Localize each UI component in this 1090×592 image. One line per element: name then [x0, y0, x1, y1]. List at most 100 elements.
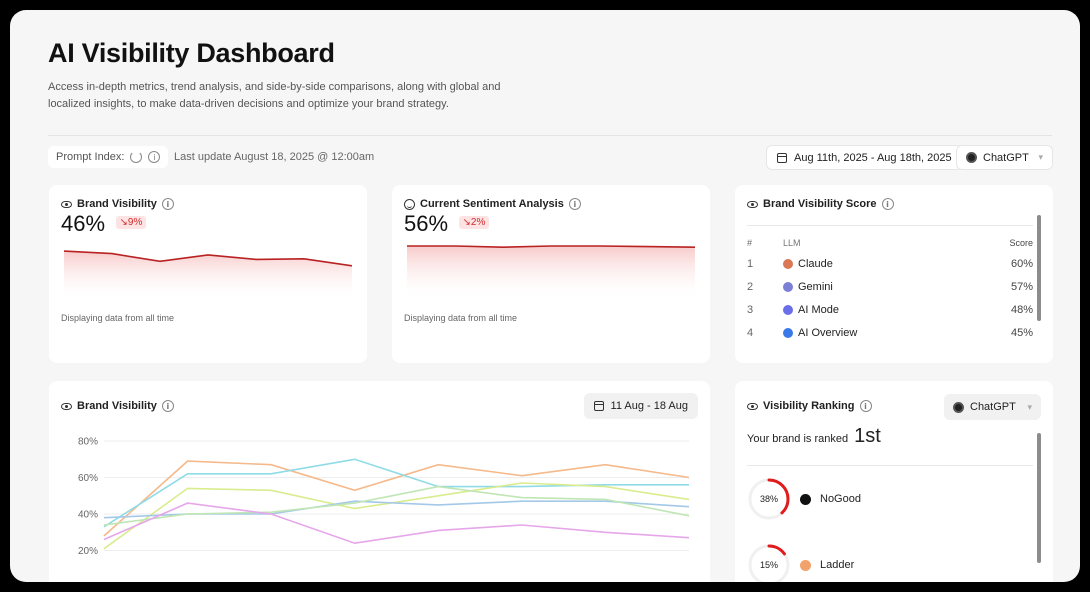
ai-mode-logo-icon	[783, 304, 793, 315]
table-row[interactable]: 1 Claude 60%	[747, 252, 1033, 275]
col-score: Score	[1009, 238, 1033, 248]
row-score: 45%	[1010, 326, 1033, 339]
chart-range-button[interactable]: 11 Aug - 18 Aug	[583, 393, 698, 419]
ranking-item[interactable]: 15% Ladder	[747, 543, 854, 582]
col-llm: LLM	[783, 238, 801, 248]
dashboard-window: AI Visibility Dashboard Access in-depth …	[10, 10, 1080, 582]
date-range-label: Aug 11th, 2025 - Aug 18th, 2025	[794, 151, 952, 164]
header-divider	[48, 135, 1052, 136]
card-title: Brand Visibility	[77, 400, 157, 412]
y-tick-label: 60%	[78, 473, 98, 484]
series-line	[103, 502, 690, 545]
row-rank: 1	[747, 257, 754, 270]
visibility-score-card: Brand Visibility Score i # LLM Score 1 C…	[735, 185, 1053, 363]
row-llm: Gemini	[798, 280, 833, 293]
row-score: 48%	[1010, 303, 1033, 316]
smile-icon	[404, 198, 415, 210]
calendar-icon	[593, 401, 604, 411]
page-subtitle: Access in-depth metrics, trend analysis,…	[48, 81, 501, 110]
percent-ring-label: 15%	[759, 560, 778, 570]
chevron-down-icon: ▾	[1038, 152, 1043, 162]
table-row[interactable]: 3 AI Mode 48%	[747, 298, 1033, 321]
ranking-model-select[interactable]: ChatGPT ▾	[944, 394, 1041, 420]
score-table: # LLM Score 1 Claude 60% 2 Gemini 57% 3 …	[747, 225, 1033, 344]
col-rank: #	[747, 238, 753, 248]
series-line	[103, 485, 690, 526]
info-icon[interactable]: i	[568, 198, 581, 210]
ranking-item-name: Ladder	[820, 559, 855, 571]
card-title: Current Sentiment Analysis	[420, 198, 564, 210]
y-tick-label: 40%	[78, 510, 98, 521]
model-select[interactable]: ChatGPT ▾	[956, 145, 1053, 170]
eye-icon	[747, 200, 758, 208]
card-title: Brand Visibility	[77, 198, 157, 210]
ranked-label: Your brand is ranked	[747, 433, 849, 445]
series-line	[103, 482, 690, 550]
ranked-value: 1st	[854, 425, 881, 447]
nogood-logo-icon	[800, 493, 811, 505]
info-icon[interactable]: i	[859, 400, 872, 412]
prompt-index[interactable]: Prompt Index: i	[48, 146, 169, 168]
percent-ring-arc	[748, 544, 790, 582]
row-rank: 3	[747, 303, 754, 316]
info-icon[interactable]: i	[161, 198, 174, 210]
sentiment-card: Current Sentiment Analysis i 56% ↘2% Dis…	[392, 185, 710, 363]
sentiment-delta: ↘2%	[458, 216, 490, 229]
chatgpt-logo-icon	[966, 152, 977, 163]
ring-progress	[748, 544, 790, 582]
gemini-logo-icon	[783, 281, 793, 292]
row-rank: 2	[747, 280, 754, 293]
loading-spinner-icon	[130, 151, 143, 163]
date-range-button[interactable]: Aug 11th, 2025 - Aug 18th, 2025	[766, 145, 963, 170]
table-row[interactable]: 2 Gemini 57%	[747, 275, 1033, 298]
info-icon[interactable]: i	[148, 151, 161, 163]
eye-icon	[61, 200, 72, 208]
data-range-note: Displaying data from all time	[61, 313, 175, 323]
percent-ring: 38%	[747, 477, 791, 521]
chatgpt-logo-icon	[953, 401, 964, 413]
row-score: 57%	[1010, 280, 1033, 293]
percent-ring-label: 38%	[759, 494, 778, 504]
card-title: Visibility Ranking	[763, 400, 855, 412]
eye-icon	[61, 402, 72, 410]
eye-icon	[747, 402, 758, 410]
sparkline-line	[407, 245, 695, 249]
info-icon[interactable]: i	[161, 400, 174, 412]
sparkline-area	[64, 251, 352, 301]
sparkline-line	[64, 250, 352, 267]
table-header: # LLM Score	[747, 225, 1033, 248]
brand-visibility-sparkline	[64, 250, 352, 301]
ranking-item-name: NoGood	[820, 493, 861, 505]
prompt-index-label: Prompt Index:	[56, 151, 125, 163]
sentiment-value: 56%	[404, 211, 449, 236]
data-range-note: Displaying data from all time	[404, 313, 518, 323]
table-row[interactable]: 4 AI Overview 45%	[747, 321, 1033, 344]
visibility-ranking-card: Visibility Ranking i ChatGPT ▾ Your bran…	[735, 381, 1053, 582]
row-llm: AI Mode	[798, 303, 839, 316]
ai-overview-logo-icon	[783, 327, 793, 338]
brand-visibility-value: 46%	[61, 211, 106, 236]
chevron-down-icon: ▾	[1027, 401, 1032, 412]
scrollbar[interactable]	[1037, 433, 1041, 563]
page-title: AI Visibility Dashboard	[48, 38, 335, 68]
brand-visibility-card: Brand Visibility i 46% ↘9% Displaying da…	[49, 185, 367, 363]
percent-ring-arc	[748, 478, 790, 520]
y-tick-label: 20%	[78, 546, 98, 557]
scrollbar[interactable]	[1037, 215, 1041, 321]
row-rank: 4	[747, 326, 754, 339]
brand-visibility-delta: ↘9%	[115, 216, 147, 229]
ranked-summary: Your brand is ranked 1st	[747, 425, 881, 448]
brand-visibility-trend-card: Brand Visibility i 11 Aug - 18 Aug 80% 60…	[49, 381, 710, 582]
page-header: AI Visibility Dashboard Access in-depth …	[48, 38, 508, 113]
calendar-icon	[777, 152, 787, 163]
model-select-label: ChatGPT	[983, 151, 1029, 164]
chart-range-label: 11 Aug - 18 Aug	[610, 400, 688, 412]
ladder-logo-icon	[800, 559, 811, 571]
claude-logo-icon	[783, 258, 793, 269]
y-tick-label: 80%	[78, 437, 98, 448]
ranking-item[interactable]: 38% NoGood	[747, 477, 861, 521]
row-score: 60%	[1010, 257, 1033, 270]
brand-visibility-line-chart: 80%60%40%20%0%	[78, 437, 690, 557]
info-icon[interactable]: i	[881, 198, 894, 210]
last-update: Last update August 18, 2025 @ 12:00am	[174, 151, 375, 163]
